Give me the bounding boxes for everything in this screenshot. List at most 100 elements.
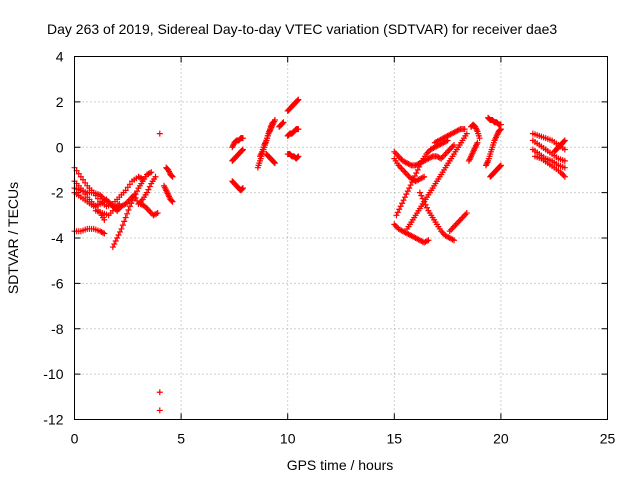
- data-point: [396, 206, 403, 213]
- data-point: [416, 163, 423, 170]
- y-tick-label: 2: [56, 94, 64, 110]
- data-point: [418, 192, 425, 199]
- data-point: [413, 169, 420, 176]
- data-point: [561, 146, 568, 153]
- data-point: [143, 189, 150, 196]
- data-point: [109, 244, 116, 251]
- data-point: [417, 160, 424, 167]
- data-point: [131, 194, 138, 201]
- y-tick-label: -2: [51, 185, 64, 201]
- data-point: [416, 189, 423, 196]
- data-point: [295, 96, 302, 103]
- data-point: [497, 126, 504, 133]
- data-point: [421, 198, 428, 205]
- data-point: [406, 185, 413, 192]
- data-point: [168, 197, 175, 204]
- data-point: [116, 200, 123, 207]
- data-point: [497, 163, 504, 170]
- x-axis-label: GPS time / hours: [287, 457, 394, 473]
- data-point: [271, 159, 278, 166]
- data-point: [294, 154, 301, 161]
- data-point: [421, 173, 428, 180]
- data-point: [145, 186, 152, 193]
- data-point: [423, 204, 430, 211]
- data-point: [114, 235, 121, 241]
- data-point: [124, 210, 131, 217]
- data-point: [401, 194, 408, 201]
- data-point: [295, 153, 302, 160]
- data-point: [450, 141, 457, 148]
- data-points: [71, 96, 568, 414]
- data-point: [126, 203, 133, 210]
- data-point: [561, 137, 568, 144]
- data-point: [561, 173, 568, 180]
- data-point: [116, 228, 123, 235]
- data-point: [128, 200, 135, 207]
- data-point: [115, 231, 122, 238]
- data-point: [152, 173, 159, 180]
- data-point: [122, 214, 129, 221]
- data-point: [561, 157, 568, 164]
- x-tick-label: 15: [387, 431, 403, 447]
- data-point: [239, 147, 246, 154]
- data-point: [476, 135, 483, 142]
- data-point: [156, 130, 163, 137]
- data-point: [168, 172, 175, 179]
- data-point: [497, 126, 504, 133]
- y-tick-label: -6: [51, 275, 64, 291]
- grid-lines: [74, 56, 608, 420]
- data-point: [419, 195, 426, 202]
- data-point: [239, 146, 246, 153]
- data-point: [239, 135, 246, 142]
- data-point: [124, 184, 131, 191]
- data-point: [119, 222, 126, 229]
- data-point: [82, 179, 89, 186]
- data-point: [295, 126, 302, 133]
- data-point: [101, 230, 108, 237]
- y-tick-label: -12: [43, 412, 63, 428]
- data-point: [394, 209, 401, 216]
- data-point: [425, 237, 432, 244]
- data-point: [148, 169, 155, 176]
- data-point: [463, 210, 470, 217]
- data-point: [111, 241, 118, 248]
- data-point: [132, 191, 139, 198]
- x-tick-label: 0: [71, 431, 79, 447]
- data-point: [156, 389, 163, 396]
- data-point: [399, 200, 406, 207]
- data-point: [410, 176, 417, 183]
- y-tick-label: -4: [51, 230, 64, 246]
- data-point: [271, 117, 278, 124]
- data-point: [404, 188, 411, 195]
- data-point: [461, 126, 468, 133]
- data-point: [280, 119, 287, 126]
- y-tick-label: -10: [43, 366, 63, 382]
- data-point: [463, 130, 470, 137]
- data-point: [393, 212, 400, 219]
- data-point: [403, 191, 410, 198]
- data-point: [497, 162, 504, 169]
- data-point: [294, 97, 301, 104]
- y-tick-label: -8: [51, 321, 64, 337]
- axis-ticks: 0 5 10 15 20 25 -12 -10 -8 -6 -4 -2 0 2 4: [43, 49, 615, 447]
- x-tick-label: 20: [493, 431, 509, 447]
- data-point: [407, 182, 414, 189]
- data-point: [121, 218, 128, 225]
- data-point: [122, 187, 129, 194]
- data-point: [126, 181, 133, 188]
- plot-frame: [74, 56, 608, 420]
- x-tick-label: 10: [280, 431, 296, 447]
- data-point: [411, 172, 418, 179]
- y-axis-label: SDTVAR / TECUs: [5, 182, 21, 294]
- chart-title: Day 263 of 2019, Sidereal Day-to-day VTE…: [47, 21, 557, 37]
- data-point: [101, 216, 108, 223]
- data-point: [169, 198, 176, 205]
- data-point: [134, 188, 141, 195]
- data-point: [561, 164, 568, 171]
- data-point: [169, 173, 176, 180]
- data-point: [397, 203, 404, 210]
- data-point: [80, 176, 87, 183]
- data-point: [156, 407, 163, 414]
- data-point: [422, 201, 429, 208]
